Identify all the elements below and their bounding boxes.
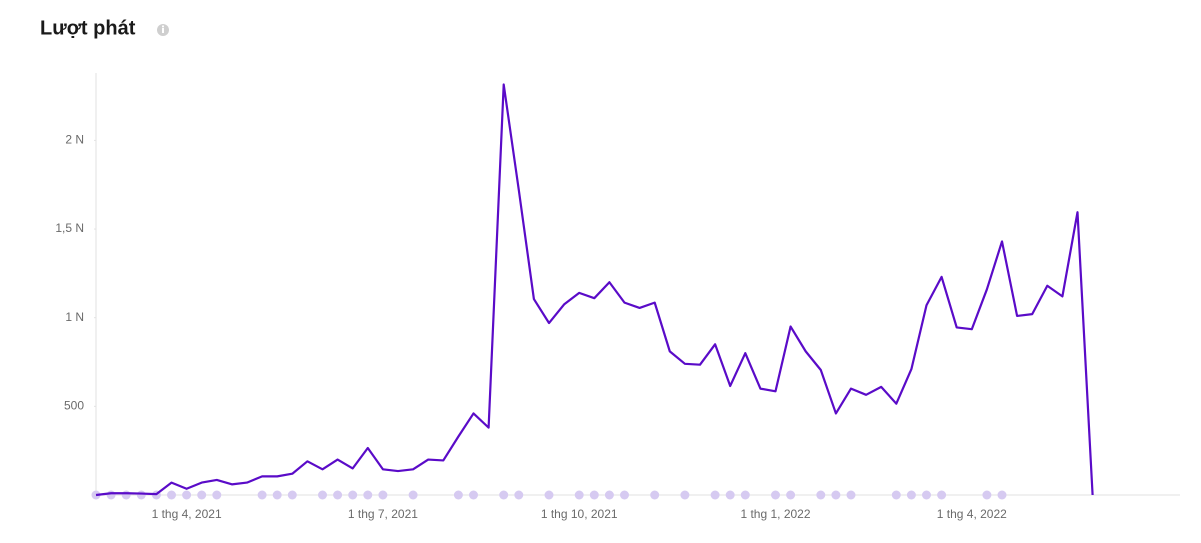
episode-marker <box>891 490 901 500</box>
episode-marker <box>589 490 599 500</box>
x-tick-label: 1 thg 10, 2021 <box>541 507 618 521</box>
episode-marker <box>182 490 192 500</box>
episode-marker <box>136 490 146 500</box>
episode-marker <box>725 490 735 500</box>
episode-marker <box>408 490 418 500</box>
episode-marker <box>710 490 720 500</box>
episode-marker <box>816 490 826 500</box>
episode-marker <box>922 490 931 500</box>
x-tick-label: 1 thg 1, 2022 <box>740 507 810 521</box>
episode-marker <box>272 490 282 500</box>
episode-marker <box>378 490 388 500</box>
episode-marker <box>906 490 916 500</box>
episode-marker <box>453 490 463 500</box>
episode-marker <box>786 490 796 500</box>
y-tick-label: 1 N <box>65 310 84 324</box>
episode-marker <box>469 490 478 500</box>
episode-marker <box>831 490 841 500</box>
episode-marker <box>121 490 131 500</box>
episode-marker <box>499 490 509 500</box>
episode-marker <box>620 490 629 500</box>
episode-marker <box>650 490 660 500</box>
episode-marker <box>348 490 358 500</box>
episode-marker <box>318 490 327 500</box>
episode-marker <box>257 490 267 500</box>
episode-marker <box>740 490 750 500</box>
episode-marker <box>574 490 584 500</box>
episode-marker <box>982 490 992 500</box>
line <box>95 83 1094 497</box>
episode-marker <box>167 490 176 500</box>
y-tick-label: 1,5 N <box>55 221 84 235</box>
chart-title: Lượt phát <box>40 17 136 39</box>
episode-marker <box>197 490 207 500</box>
episode-marker <box>680 490 690 500</box>
episode-marker <box>287 490 297 500</box>
episode-marker <box>771 490 780 500</box>
y-tick-label: 500 <box>64 399 84 413</box>
x-tick-label: 1 thg 7, 2021 <box>348 507 418 521</box>
info-icon-bar <box>162 28 164 33</box>
episode-marker <box>333 490 343 500</box>
info-icon-dot <box>162 25 164 28</box>
episode-marker <box>544 490 554 500</box>
x-tick-label: 1 thg 4, 2022 <box>937 507 1007 521</box>
episode-marker <box>604 490 614 500</box>
x-tick-label: 1 thg 4, 2021 <box>152 507 222 521</box>
episode-marker <box>997 490 1007 500</box>
episode-marker <box>363 490 373 500</box>
episode-marker <box>212 490 222 500</box>
episode-marker <box>106 490 116 500</box>
episode-marker <box>937 490 947 500</box>
y-tick-label: 2 N <box>65 133 84 147</box>
episode-marker <box>514 490 524 500</box>
episode-marker <box>846 490 856 500</box>
